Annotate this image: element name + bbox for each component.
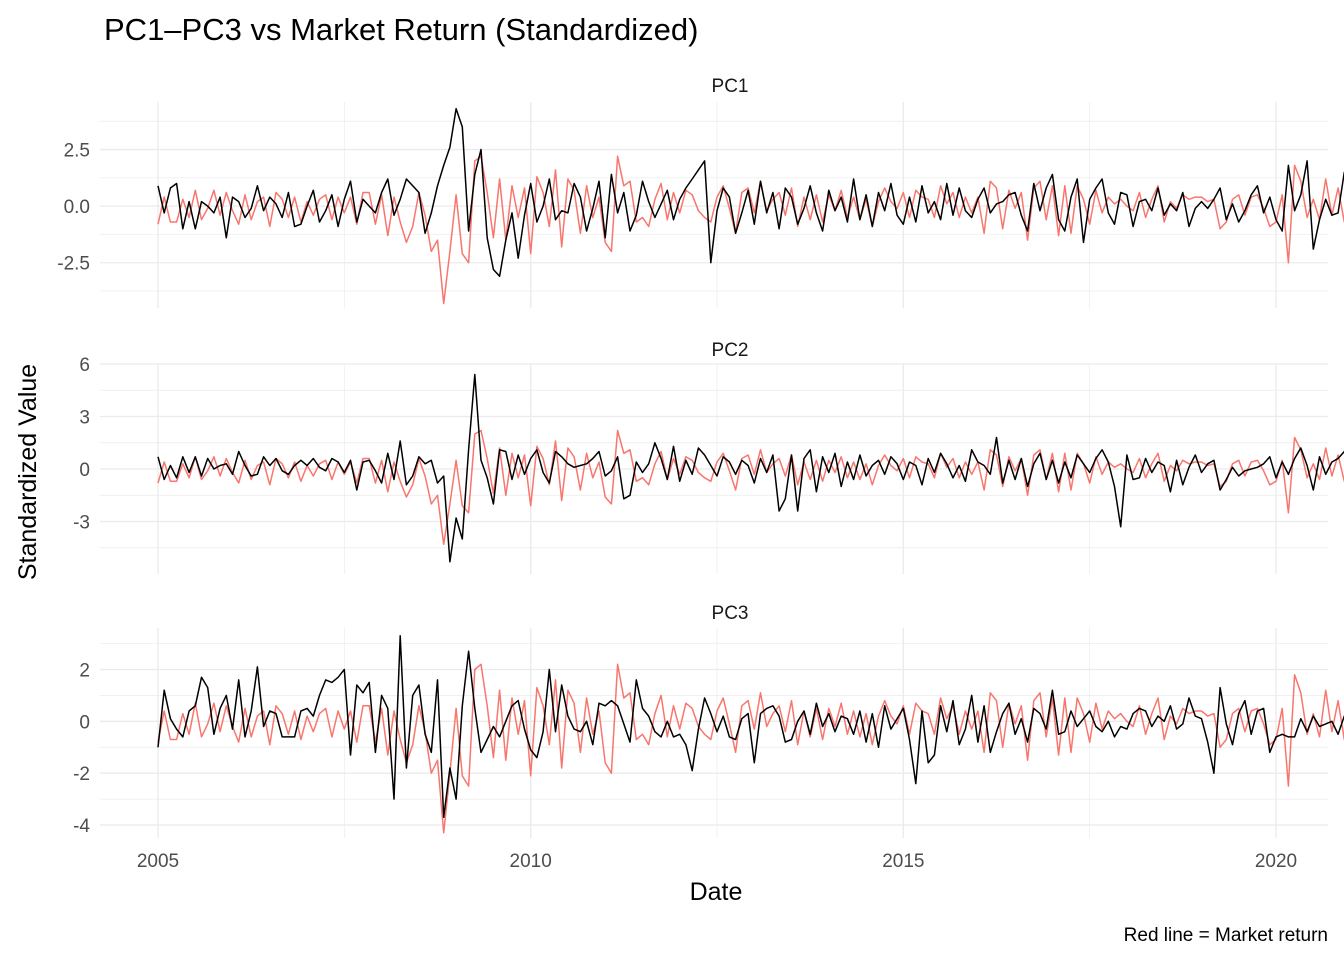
series-line-market-return <box>157 663 1344 834</box>
chart-title: PC1–PC3 vs Market Return (Standardized) <box>104 12 698 47</box>
strip-label: PC1 <box>712 76 749 97</box>
facet-panel-pc3: PC3 2 0 -2 -4 <box>73 603 1344 838</box>
strip-label: PC3 <box>712 603 749 624</box>
x-tick-label: 2005 <box>137 851 179 872</box>
x-tick-label: 2020 <box>1255 851 1297 872</box>
y-axis-title: Standardized Value <box>14 364 42 580</box>
facet-panels: PC1 2.5 0.0 -2.5 PC2 6 3 0 -3 PC3 2 0 -2 -4 <box>57 76 1344 838</box>
y-tick-label: 0.0 <box>64 197 90 218</box>
series-line-pc2 <box>157 373 1344 563</box>
facet-panel-pc1: PC1 2.5 0.0 -2.5 <box>57 76 1344 308</box>
y-tick-label: -3 <box>73 513 90 534</box>
y-tick-label: -2 <box>73 764 90 785</box>
strip-label: PC2 <box>712 340 749 361</box>
x-tick-label: 2015 <box>882 851 924 872</box>
y-tick-label: 2 <box>79 660 90 681</box>
series-line-market-return <box>157 155 1344 305</box>
series-line-pc1 <box>157 108 1344 278</box>
y-tick-label: 0 <box>79 712 90 733</box>
y-tick-label: 6 <box>79 355 90 376</box>
x-tick-label: 2010 <box>510 851 552 872</box>
series-line-pc3 <box>157 635 1344 819</box>
y-tick-label: 3 <box>79 408 90 429</box>
y-tick-label: -4 <box>73 816 90 837</box>
x-axis-title: Date <box>690 878 743 906</box>
y-tick-label: 0 <box>79 460 90 481</box>
series-line-market-return <box>157 429 1344 546</box>
caption: Red line = Market return <box>1124 925 1328 946</box>
y-tick-label: 2.5 <box>64 141 90 162</box>
x-axis: 2005 2010 2015 2020 <box>137 851 1297 872</box>
y-tick-label: -2.5 <box>57 254 90 275</box>
facet-panel-pc2: PC2 6 3 0 -3 <box>73 340 1344 574</box>
